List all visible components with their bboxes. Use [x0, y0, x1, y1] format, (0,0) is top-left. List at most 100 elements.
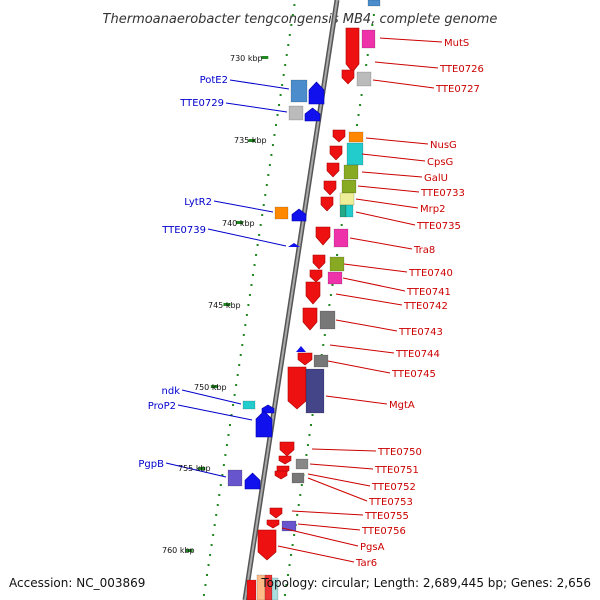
- gene-label-right[interactable]: Tar6: [355, 558, 377, 569]
- track-tick: [235, 384, 238, 386]
- gene-label-left[interactable]: PotE2: [200, 75, 228, 86]
- gene-label-right[interactable]: TTE0741: [406, 287, 451, 298]
- track-tick: [250, 284, 253, 286]
- gene-label-right[interactable]: TTE0752: [371, 482, 416, 493]
- gene-label-left[interactable]: ndk: [162, 386, 181, 397]
- gene-label-right[interactable]: MgtA: [389, 400, 415, 411]
- track-tick: [267, 174, 270, 176]
- reverse-gene-arrow: [269, 507, 283, 519]
- protein-domain-block: [227, 469, 243, 487]
- leader-line: [335, 319, 398, 332]
- leader-line: [177, 404, 253, 421]
- gene-label-right[interactable]: TTE0744: [395, 349, 440, 360]
- kbp-label: 750 kbp: [194, 383, 227, 392]
- gene-label-right[interactable]: TTE0733: [420, 188, 465, 199]
- gene-label-right[interactable]: TTE0756: [361, 526, 406, 537]
- reverse-gene-arrow: [279, 441, 295, 457]
- forward-gene-arrow: [255, 410, 273, 438]
- gene-label-right[interactable]: TTE0745: [391, 369, 436, 380]
- track-tick: [288, 564, 291, 566]
- gene-label-right[interactable]: CpsG: [427, 157, 453, 168]
- reverse-gene-arrow: [320, 196, 334, 212]
- forward-gene-arrow: [244, 472, 261, 490]
- gene-label-right[interactable]: TTE0751: [374, 465, 419, 476]
- track-tick: [247, 304, 250, 306]
- reverse-gene-arrow: [323, 180, 337, 196]
- reverse-gene-arrow: [309, 269, 323, 283]
- reverse-gene-arrow: [305, 281, 321, 305]
- track-tick: [291, 14, 294, 16]
- leader-line: [342, 277, 406, 292]
- gene-label-right[interactable]: MutS: [444, 38, 469, 49]
- reverse-gene-arrow: [257, 529, 277, 561]
- gene-label-right[interactable]: TTE0727: [435, 84, 480, 95]
- track-tick: [259, 224, 262, 226]
- track-tick: [278, 104, 281, 106]
- track-tick: [328, 304, 331, 306]
- track-tick: [264, 194, 267, 196]
- track-tick: [202, 594, 205, 596]
- gene-label-right[interactable]: Mrp2: [420, 204, 445, 215]
- gene-label-right[interactable]: TTE0742: [403, 301, 448, 312]
- track-tick: [233, 394, 236, 396]
- gene-label-left[interactable]: PgpB: [138, 459, 164, 470]
- gene-label-right[interactable]: Tra8: [413, 245, 435, 256]
- track-tick: [248, 294, 251, 296]
- track-tick: [281, 84, 284, 86]
- leader-line: [361, 171, 423, 178]
- reverse-gene-arrow: [287, 366, 307, 410]
- kbp-label: 735 kbp: [234, 136, 267, 145]
- gene-label-right[interactable]: TTE0743: [398, 327, 443, 338]
- gene-label-right[interactable]: GalU: [424, 173, 448, 184]
- gene-label-right[interactable]: TTE0740: [408, 268, 453, 279]
- track-tick: [372, 14, 375, 16]
- track-tick: [284, 64, 287, 66]
- kbp-tick: [198, 467, 206, 470]
- protein-domain-block: [291, 472, 305, 484]
- forward-gene-arrow: [261, 404, 275, 414]
- gene-label-right[interactable]: NusG: [430, 140, 457, 151]
- gene-label-right[interactable]: TTE0726: [439, 64, 484, 75]
- kbp-label: 760 kbp: [162, 546, 195, 555]
- track-tick: [299, 494, 302, 496]
- reverse-gene-arrow: [315, 226, 331, 246]
- track-tick: [291, 544, 294, 546]
- kbp-tick: [248, 139, 256, 142]
- track-tick: [274, 124, 277, 126]
- leader-line: [307, 473, 371, 487]
- forward-gene-arrow: [296, 346, 306, 352]
- gene-label-left[interactable]: ProP2: [148, 401, 176, 412]
- track-tick: [212, 534, 215, 536]
- track-tick: [331, 284, 334, 286]
- leader-line: [165, 462, 227, 478]
- gene-label-left[interactable]: TTE0729: [179, 98, 224, 109]
- leader-line: [311, 448, 377, 452]
- track-tick: [256, 244, 259, 246]
- protein-domain-block: [367, 0, 381, 7]
- leader-line: [309, 463, 374, 470]
- track-tick: [287, 574, 290, 576]
- track-tick: [253, 264, 256, 266]
- gene-label-left[interactable]: LytR2: [184, 197, 212, 208]
- track-tick: [261, 214, 264, 216]
- gene-label-right[interactable]: PgsA: [360, 542, 385, 553]
- forward-gene-arrow: [304, 107, 321, 122]
- track-tick: [207, 564, 210, 566]
- gene-label-left[interactable]: TTE0739: [161, 225, 206, 236]
- forward-gene-arrow: [291, 208, 307, 222]
- track-tick: [236, 374, 239, 376]
- reverse-gene-arrow: [302, 307, 318, 331]
- gene-label-right[interactable]: TTE0753: [368, 497, 413, 508]
- gene-label-right[interactable]: TTE0735: [416, 221, 461, 232]
- track-tick: [209, 554, 212, 556]
- track-tick: [300, 484, 303, 486]
- protein-domain-block: [319, 310, 336, 330]
- leader-line: [213, 200, 274, 213]
- gene-label-right[interactable]: TTE0755: [364, 511, 409, 522]
- track-tick: [306, 444, 309, 446]
- reverse-gene-arrow: [266, 519, 280, 529]
- gene-label-right[interactable]: TTE0750: [377, 447, 422, 458]
- leader-line: [307, 477, 368, 502]
- track-tick: [296, 514, 299, 516]
